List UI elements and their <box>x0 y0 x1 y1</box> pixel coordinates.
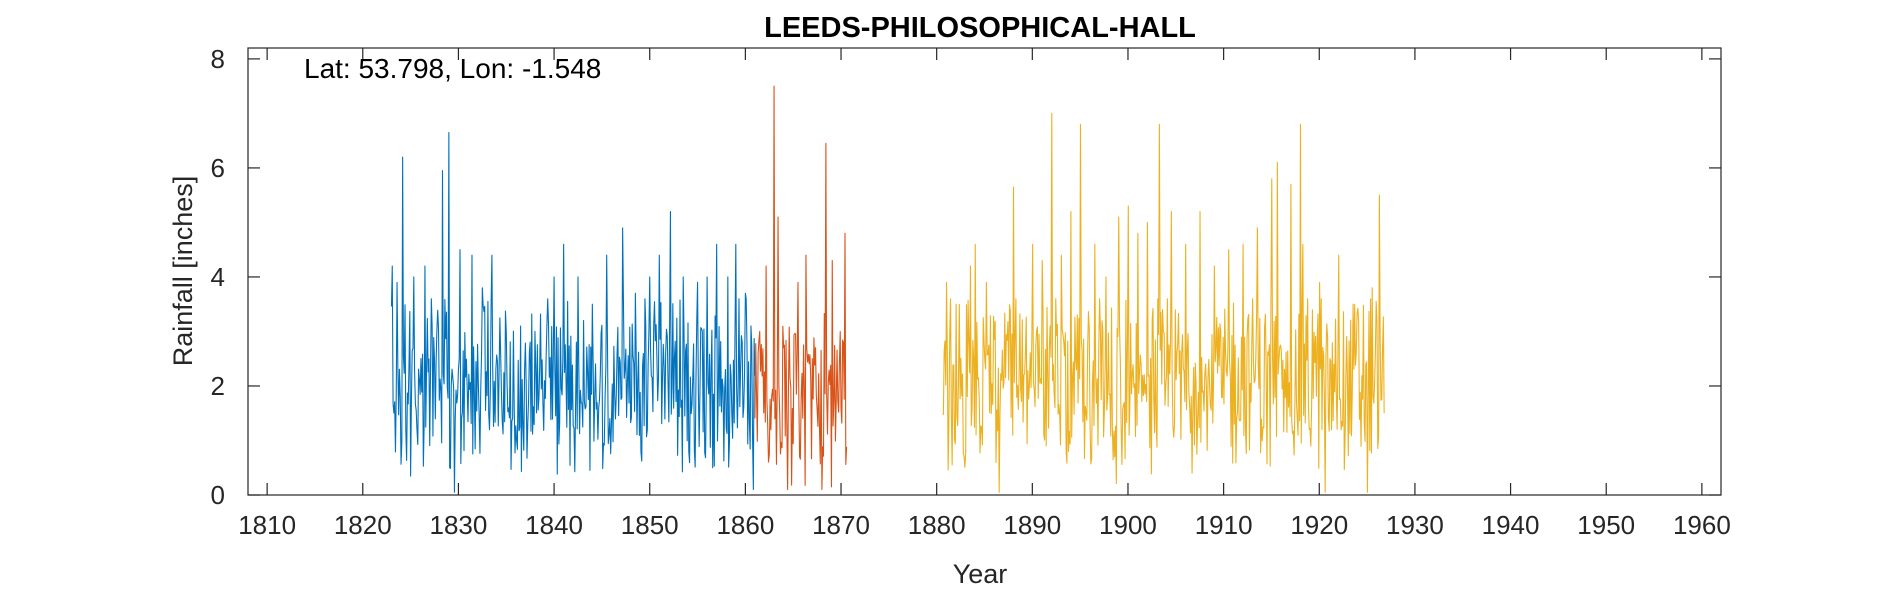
x-tick-label: 1940 <box>1482 510 1540 540</box>
x-tick-label: 1960 <box>1673 510 1731 540</box>
x-tick-label: 1900 <box>1099 510 1157 540</box>
x-tick-label: 1890 <box>1003 510 1061 540</box>
y-tick-label: 4 <box>211 262 225 292</box>
series-line-1 <box>390 131 756 493</box>
y-tick-label: 0 <box>211 480 225 510</box>
series-line-3 <box>942 112 1385 493</box>
y-axis: 0 2 4 6 8 <box>211 44 1721 510</box>
y-tick-label: 6 <box>211 153 225 183</box>
x-tick-label: 1930 <box>1386 510 1444 540</box>
x-tick-label: 1850 <box>621 510 679 540</box>
x-tick-label: 1880 <box>908 510 966 540</box>
x-tick-label: 1950 <box>1577 510 1635 540</box>
series-line-2 <box>754 85 848 491</box>
x-tick-label: 1860 <box>716 510 774 540</box>
location-annotation: Lat: 53.798, Lon: -1.548 <box>304 53 601 84</box>
x-tick-label: 1870 <box>812 510 870 540</box>
y-tick-label: 2 <box>211 371 225 401</box>
chart-title: LEEDS-PHILOSOPHICAL-HALL <box>764 12 1196 44</box>
x-axis-label: Year <box>953 559 1008 589</box>
y-tick-label: 8 <box>211 44 225 74</box>
x-tick-label: 1840 <box>525 510 583 540</box>
x-tick-label: 1920 <box>1290 510 1348 540</box>
x-tick-label: 1810 <box>238 510 296 540</box>
x-axis: 1810 1820 1830 1840 1850 1860 1870 1880 1890 1900… <box>238 48 1731 540</box>
y-axis-label: Rainfall [inches] <box>168 176 198 367</box>
x-tick-label: 1820 <box>334 510 392 540</box>
series-layer <box>390 85 1385 493</box>
x-tick-label: 1830 <box>430 510 488 540</box>
x-tick-label: 1910 <box>1195 510 1253 540</box>
plot-frame <box>247 47 1722 496</box>
